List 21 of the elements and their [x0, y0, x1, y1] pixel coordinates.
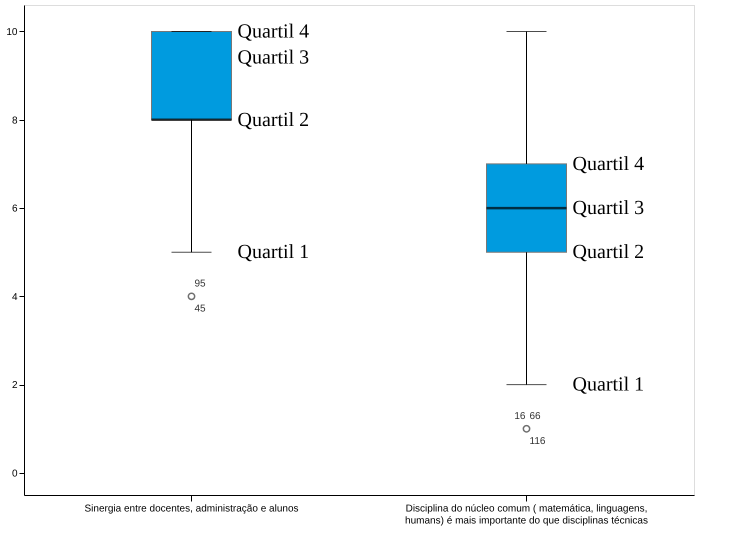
annotation: 95: [194, 278, 206, 290]
y-tick-label: 4: [12, 292, 18, 303]
y-tick-label: 2: [12, 380, 18, 392]
annotation: Quartil 3: [572, 197, 644, 220]
y-tick-label: 10: [6, 26, 18, 38]
annotation: Quartil 4: [572, 152, 644, 175]
annotation: 66: [530, 410, 542, 422]
y-tick-label: 6: [12, 204, 18, 215]
annotation: Quartil 1: [572, 374, 644, 396]
annotation: Quartil 2: [238, 108, 310, 131]
annotation: 116: [530, 436, 546, 447]
annotation: Quartil 4: [238, 20, 310, 42]
annotation: Quartil 3: [238, 46, 310, 68]
y-tick-label: 0: [12, 468, 18, 480]
annotation: 45: [194, 303, 206, 314]
annotation: 16: [514, 410, 526, 422]
x-tick-label: Sinergia entre docentes, administração e alunos: [84, 504, 299, 514]
annotation: Quartil 1: [238, 241, 310, 264]
x-tick-label: Disciplina do núcleo comum ( matemática, linguagens, humans) é mais importante do que disciplinas técnicas: [405, 504, 648, 526]
y-tick-label: 8: [12, 115, 18, 126]
annotation: Quartil 2: [572, 241, 644, 264]
